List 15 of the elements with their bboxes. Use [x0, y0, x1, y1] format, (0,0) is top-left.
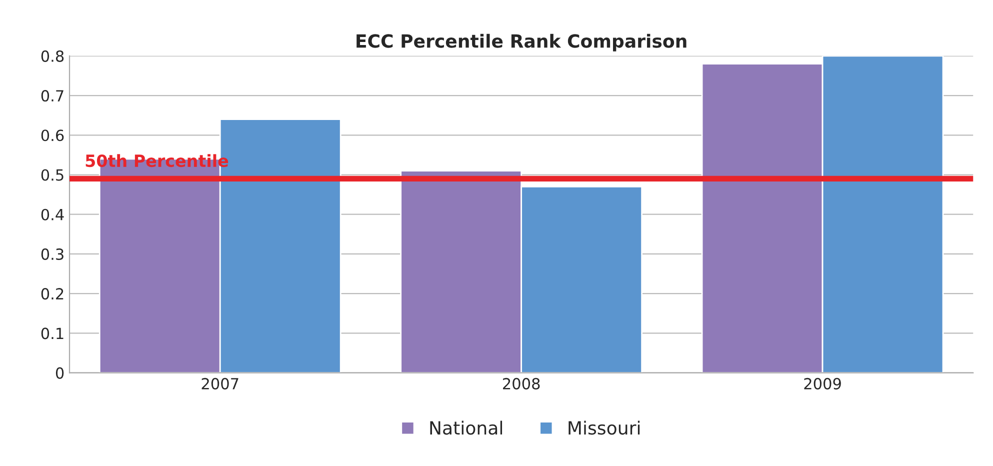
- y-tick-label: 0.3: [41, 248, 64, 260]
- y-tick-label: 0.4: [41, 208, 64, 220]
- x-tick-label: 2007: [202, 378, 238, 390]
- y-tick-label: 0.8: [41, 50, 64, 62]
- y-tick-label: 0.2: [41, 288, 64, 300]
- y-tick-label: 0.7: [41, 90, 64, 102]
- y-tick-label: 0: [56, 367, 64, 379]
- y-tick-label: 0.6: [41, 130, 64, 142]
- y-tick-label: 0.5: [41, 169, 64, 181]
- chart-title: ECC Percentile Rank Comparison: [356, 34, 686, 52]
- x-tick-label: 2009: [804, 378, 841, 390]
- legend-label: Missouri: [568, 420, 640, 435]
- y-tick-label: 0.1: [41, 328, 64, 340]
- x-tick-label: 2008: [503, 378, 540, 390]
- legend-label: National: [430, 420, 502, 435]
